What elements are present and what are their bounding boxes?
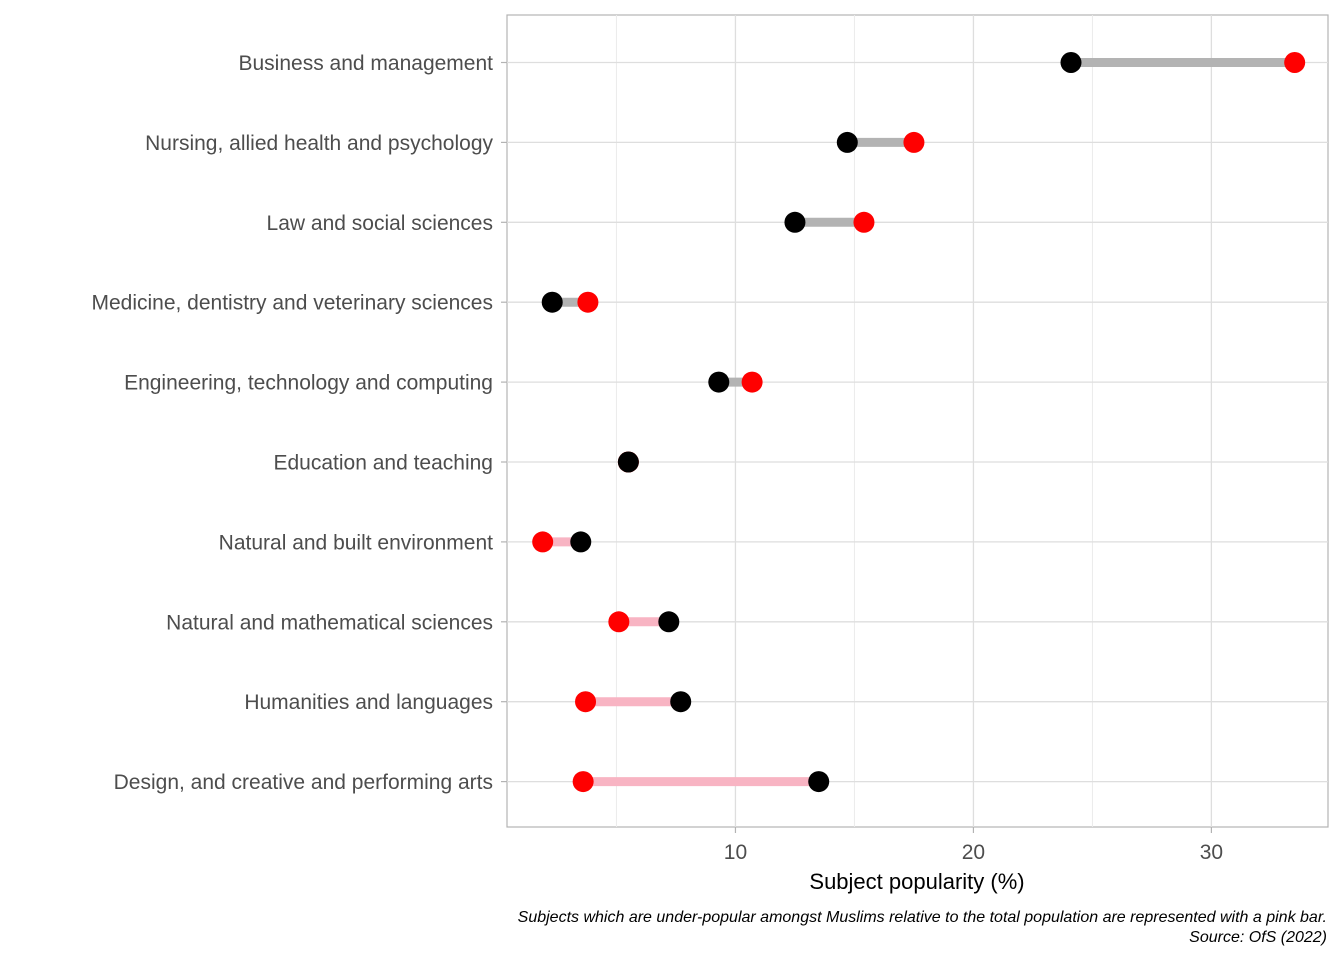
black-point (836, 131, 858, 153)
x-tick-label: 10 (724, 841, 747, 864)
black-point (808, 771, 830, 793)
category-label: Engineering, technology and computing (124, 372, 493, 395)
x-tick-label: 30 (1200, 841, 1223, 864)
category-label: Medicine, dentistry and veterinary scien… (91, 292, 493, 315)
caption-source: Source: OfS (2022) (1189, 929, 1327, 946)
black-point (570, 531, 592, 553)
black-point (670, 691, 692, 713)
red-point (1284, 52, 1306, 73)
category-label: Design, and creative and performing arts (114, 771, 493, 794)
black-point (541, 291, 563, 313)
dumbbell-points (532, 52, 1306, 793)
category-label: Law and social sciences (267, 212, 493, 235)
red-point (903, 131, 925, 153)
black-point (658, 611, 680, 633)
black-point (1060, 52, 1082, 73)
red-point (532, 531, 554, 553)
x-axis-title: Subject popularity (%) (809, 869, 1024, 894)
category-label: Natural and mathematical sciences (166, 611, 493, 634)
red-point (608, 611, 630, 633)
category-label: Business and management (239, 52, 494, 75)
category-labels: Business and management Nursing, allied h… (91, 52, 493, 794)
red-point (853, 211, 875, 233)
category-label: Nursing, allied health and psychology (145, 132, 493, 155)
black-point (708, 371, 730, 393)
black-point (784, 211, 806, 233)
red-point (577, 291, 599, 313)
red-point (741, 371, 763, 393)
red-point (572, 771, 594, 793)
x-axis-ticks: 10 20 30 (501, 61, 1223, 864)
x-tick-label: 20 (962, 841, 985, 864)
category-label: Natural and built environment (219, 531, 493, 554)
black-point (617, 451, 639, 473)
category-label: Education and teaching (273, 452, 493, 475)
category-label: Humanities and languages (244, 691, 493, 714)
caption-line-1: Subjects which are under-popular amongst… (518, 909, 1327, 926)
red-point (575, 691, 597, 713)
